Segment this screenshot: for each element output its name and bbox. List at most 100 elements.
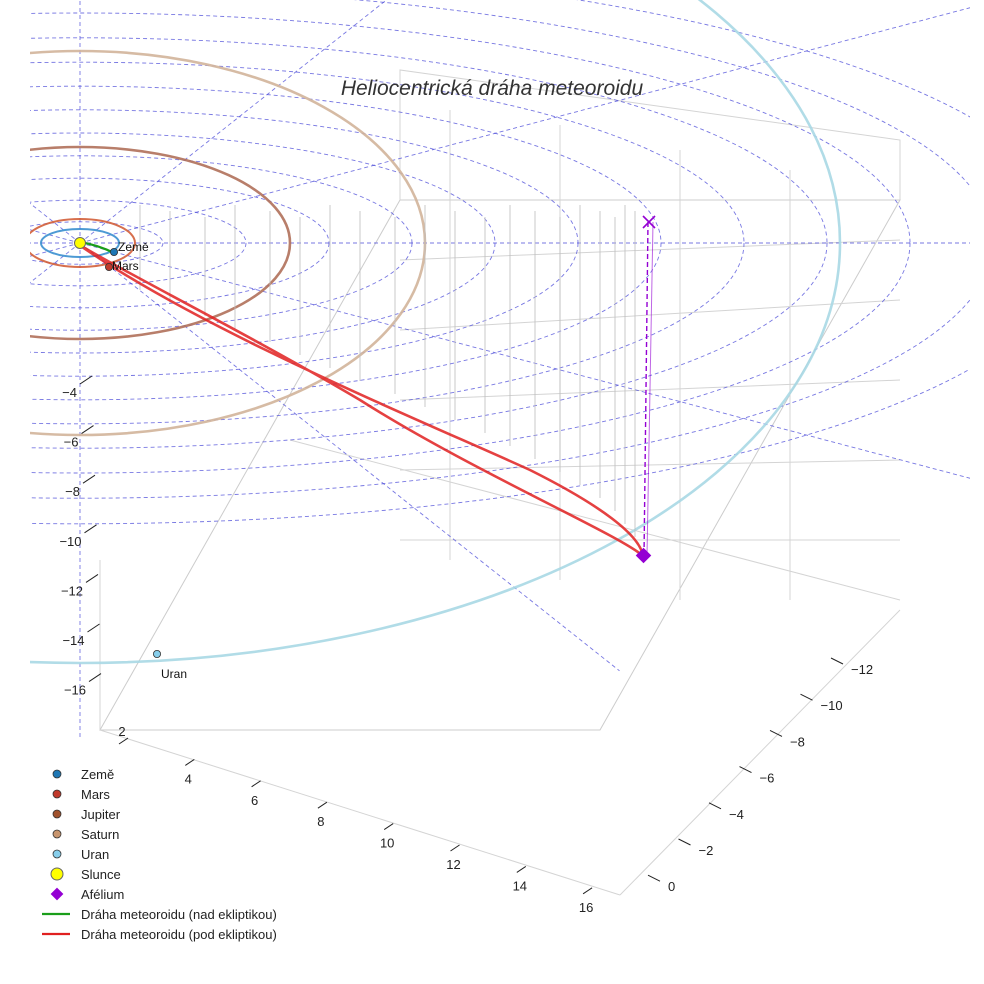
ecliptic-grid-spoke (30, 229, 81, 244)
y-tick-label: −6 (760, 771, 775, 786)
planet-uranus-marker (152, 650, 161, 659)
meteoroid-trajectory (77, 240, 645, 560)
legend-label: Uran (81, 847, 109, 862)
legend-item: Dráha meteoroidu (pod ekliptikou) (42, 927, 277, 942)
legend-item: Slunce (50, 867, 121, 882)
legend-label: Dráha meteoroidu (pod ekliptikou) (81, 927, 277, 942)
legend-item: Afélium (50, 887, 124, 902)
ecliptic-grid-spoke (79, 242, 970, 479)
y-tick-mark (708, 802, 722, 810)
orbit-uran (30, 0, 842, 665)
z-tick-label: −8 (65, 484, 80, 499)
chart-title: Heliocentrická dráha meteoroidu (341, 77, 644, 100)
y-tick-mark (678, 838, 691, 846)
legend-item: Země (52, 767, 114, 782)
legend-label: Mars (81, 787, 110, 802)
y-tick-mark (830, 657, 844, 665)
x-tick-label: 16 (579, 900, 593, 915)
legend-marker (52, 849, 62, 859)
x-tick-label: 6 (251, 793, 258, 808)
ecliptic-grid (30, 0, 970, 737)
z-axis: −4 −6 −8 −10 −12 −14 −16 (59, 375, 102, 698)
y-tick-mark (647, 874, 661, 882)
legend-marker (52, 809, 62, 819)
aphelion-projection-cross (642, 215, 656, 229)
x-axis: 2 4 6 8 10 12 14 16 (118, 724, 593, 915)
x-tick-label: 2 (118, 724, 125, 739)
legend-label: Saturn (81, 827, 119, 842)
x-tick-label: 12 (446, 857, 460, 872)
x-tick-label: 4 (185, 771, 192, 786)
legend-marker (50, 887, 64, 901)
legend-label: Dráha meteoroidu (nad ekliptikou) (81, 907, 277, 922)
legend-marker (52, 769, 62, 779)
ecliptic-grid-spoke (30, 242, 81, 257)
trajectory-below-ecliptic (77, 242, 645, 560)
z-tick-label: −6 (64, 435, 79, 450)
z-tick-label: −10 (59, 534, 81, 549)
x-tick-mark (383, 823, 394, 831)
z-tick-mark (84, 524, 97, 534)
z-tick-label: −16 (64, 683, 86, 698)
orbit-mars (30, 218, 136, 268)
planet-mars-marker (105, 262, 114, 271)
z-tick-mark (87, 623, 100, 633)
legend-item: Dráha meteoroidu (nad ekliptikou) (42, 907, 277, 922)
orbit-země (40, 228, 120, 258)
label-mars: Mars (112, 259, 139, 273)
box-grid (99, 69, 901, 896)
planet-earth-marker (110, 247, 119, 256)
y-tick-label: −10 (821, 698, 843, 713)
x-tick-mark (185, 758, 195, 766)
sun-marker (74, 237, 86, 249)
x-tick-mark (251, 780, 261, 788)
bodies: Země Mars Uran (74, 237, 187, 681)
x-tick-label: 14 (513, 878, 527, 893)
legend: Země Mars Jupiter Saturn Uran Slunce Afélium Dr… (42, 767, 277, 942)
x-tick-mark (118, 737, 129, 745)
y-tick-label: −2 (699, 843, 714, 858)
y-tick-label: −8 (790, 734, 805, 749)
y-tick-mark (769, 729, 783, 737)
legend-label: Afélium (81, 887, 124, 902)
x-tick-label: 8 (317, 814, 324, 829)
z-tick-mark (82, 474, 96, 484)
ecliptic-grid-spoke (30, 202, 81, 244)
z-tick-mark (85, 573, 99, 583)
orbit-jupiter (30, 145, 292, 341)
legend-item: Mars (52, 787, 110, 802)
x-tick-mark (450, 844, 460, 852)
x-tick-mark (317, 801, 328, 809)
y-tick-label: −12 (851, 662, 873, 677)
legend-item: Saturn (52, 827, 119, 842)
legend-marker (50, 867, 64, 881)
legend-marker (52, 789, 62, 799)
x-tick-mark (582, 887, 593, 895)
z-tick-mark (88, 673, 102, 683)
ecliptic-grid-ring (30, 61, 745, 425)
x-tick-mark (516, 865, 527, 873)
ecliptic-grid-spoke (79, 0, 388, 244)
legend-item: Uran (52, 847, 109, 862)
legend-label: Slunce (81, 867, 121, 882)
z-tick-label: −4 (62, 385, 77, 400)
label-uranus: Uran (161, 667, 187, 681)
y-tick-label: 0 (668, 879, 675, 894)
y-tick-mark (739, 766, 752, 774)
z-tick-label: −12 (61, 583, 83, 598)
ecliptic-grid-ring (30, 37, 828, 449)
legend-label: Jupiter (81, 807, 121, 822)
label-earth: Země (118, 240, 149, 254)
legend-item: Jupiter (52, 807, 121, 822)
ecliptic-grid-spoke (79, 242, 620, 672)
x-tick-label: 10 (380, 836, 394, 851)
z-tick-mark (81, 425, 94, 435)
trajectory-drop-lines (139, 205, 636, 537)
ecliptic-grid-spoke (79, 7, 970, 244)
z-tick-mark (79, 375, 93, 385)
aphelion-projection (635, 215, 656, 564)
y-tick-mark (800, 693, 813, 701)
z-tick-label: −14 (62, 633, 84, 648)
aphelion-marker (635, 547, 652, 564)
